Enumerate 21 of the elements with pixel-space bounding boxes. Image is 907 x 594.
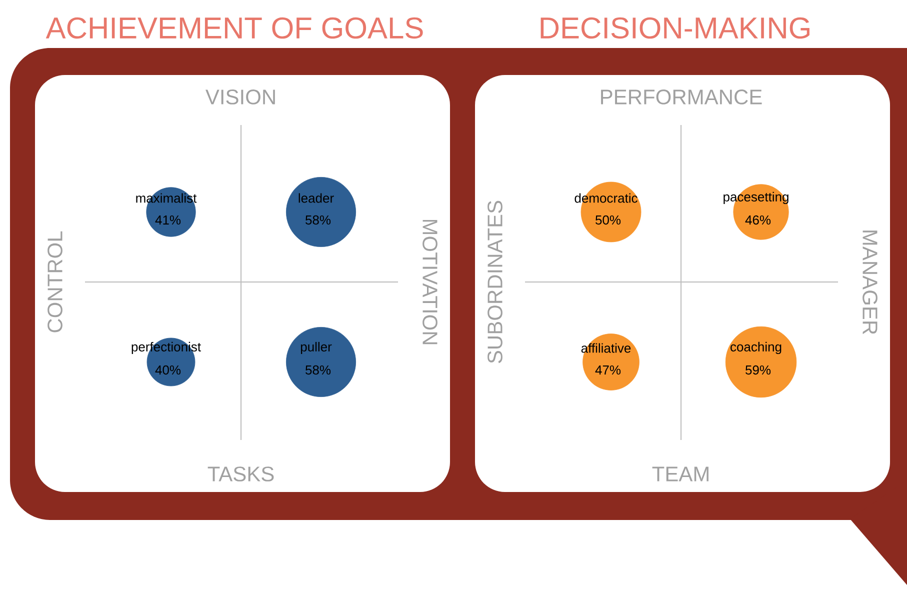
data-label: 46% — [745, 215, 771, 225]
category-label: coaching — [730, 342, 782, 354]
data-label: 58% — [306, 215, 331, 225]
data-label: 47% — [595, 365, 621, 375]
text: TEAM — [652, 466, 708, 482]
data-label: 40% — [155, 365, 181, 375]
data-label: 50% — [596, 215, 621, 225]
text: PERFORMANCE — [601, 90, 762, 104]
category-label: leader — [298, 193, 334, 203]
text: TASKS — [208, 466, 274, 482]
text: CONTROL — [48, 231, 62, 332]
category-label: puller — [300, 342, 332, 354]
text: ACHIEVEMENT OF GOALS — [46, 17, 423, 39]
text: VISION — [206, 90, 275, 104]
text: MANAGER — [862, 230, 878, 334]
data-label: 59% — [746, 365, 771, 375]
data-label: 58% — [306, 365, 331, 375]
text: DECISION-MAKING — [540, 17, 810, 39]
text: SUBORDINATES — [488, 200, 502, 364]
data-label: 41% — [155, 215, 181, 225]
text: MOTIVATION — [422, 220, 438, 344]
